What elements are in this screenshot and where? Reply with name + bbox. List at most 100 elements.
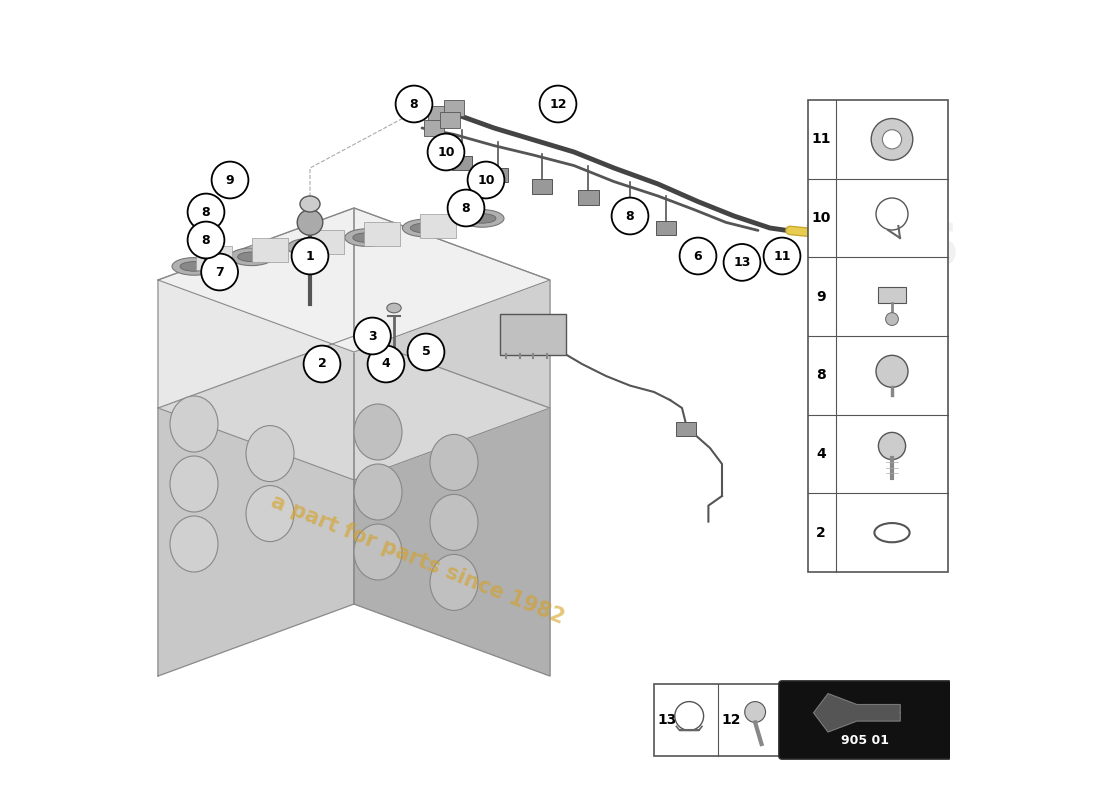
Circle shape <box>448 190 484 226</box>
Circle shape <box>201 254 238 290</box>
Ellipse shape <box>238 252 265 262</box>
Ellipse shape <box>300 196 320 212</box>
Circle shape <box>297 210 322 235</box>
Bar <box>452 156 472 170</box>
Text: 6: 6 <box>694 250 702 262</box>
Circle shape <box>188 194 224 230</box>
Bar <box>252 238 287 262</box>
Ellipse shape <box>172 258 216 275</box>
Polygon shape <box>158 336 354 676</box>
Text: 5: 5 <box>421 346 430 358</box>
Ellipse shape <box>180 262 208 271</box>
Text: 11: 11 <box>773 250 791 262</box>
FancyBboxPatch shape <box>779 681 952 759</box>
Ellipse shape <box>430 434 478 490</box>
Polygon shape <box>814 694 900 732</box>
Text: 13: 13 <box>734 256 750 269</box>
FancyBboxPatch shape <box>500 314 566 355</box>
Bar <box>676 422 696 436</box>
Text: EL: EL <box>815 115 892 173</box>
Circle shape <box>763 238 801 274</box>
Text: PS: PS <box>876 219 960 277</box>
Bar <box>807 100 948 572</box>
Bar <box>420 214 455 238</box>
Ellipse shape <box>170 396 218 452</box>
Ellipse shape <box>246 426 294 482</box>
Circle shape <box>882 130 902 149</box>
Circle shape <box>188 222 224 258</box>
Text: 13: 13 <box>658 713 678 727</box>
Circle shape <box>612 198 648 234</box>
Text: 8: 8 <box>201 234 210 246</box>
Ellipse shape <box>354 464 402 520</box>
Text: 12: 12 <box>722 713 741 727</box>
Bar <box>411 100 432 116</box>
Ellipse shape <box>344 229 388 246</box>
Bar <box>531 179 552 194</box>
Bar <box>364 222 399 246</box>
Ellipse shape <box>354 404 402 460</box>
Bar <box>428 106 449 122</box>
Polygon shape <box>205 258 225 282</box>
Circle shape <box>468 162 505 198</box>
Ellipse shape <box>287 238 331 256</box>
Text: 1: 1 <box>306 250 315 262</box>
Bar <box>308 230 343 254</box>
Circle shape <box>408 334 444 370</box>
Text: 8: 8 <box>409 98 418 110</box>
Ellipse shape <box>353 233 381 242</box>
Bar <box>487 168 508 182</box>
Ellipse shape <box>230 248 274 266</box>
Polygon shape <box>158 208 354 408</box>
Bar <box>443 100 464 116</box>
Ellipse shape <box>354 524 402 580</box>
Ellipse shape <box>387 303 402 313</box>
Circle shape <box>886 313 899 326</box>
Text: a part for parts since 1982: a part for parts since 1982 <box>268 492 568 628</box>
Circle shape <box>292 238 329 274</box>
Ellipse shape <box>874 523 910 542</box>
Text: 8: 8 <box>816 368 826 382</box>
Bar <box>440 112 461 128</box>
Circle shape <box>211 162 249 198</box>
Text: 7: 7 <box>216 266 224 278</box>
Circle shape <box>876 355 907 387</box>
Circle shape <box>724 244 760 281</box>
Bar <box>878 287 906 303</box>
Circle shape <box>367 346 405 382</box>
Text: 3: 3 <box>368 330 376 342</box>
Ellipse shape <box>410 223 439 233</box>
Text: SS: SS <box>845 167 927 225</box>
Ellipse shape <box>170 516 218 572</box>
Ellipse shape <box>403 219 447 237</box>
Text: 4: 4 <box>382 358 390 370</box>
Polygon shape <box>158 208 550 352</box>
Polygon shape <box>354 208 550 408</box>
Text: 10: 10 <box>812 211 830 225</box>
Bar <box>424 120 444 136</box>
Text: 8: 8 <box>201 206 210 218</box>
Text: 8: 8 <box>462 202 471 214</box>
Bar <box>656 221 676 235</box>
Polygon shape <box>158 336 550 480</box>
Circle shape <box>396 86 432 122</box>
Polygon shape <box>354 336 550 676</box>
Text: 12: 12 <box>549 98 566 110</box>
Circle shape <box>745 702 766 722</box>
Text: 10: 10 <box>438 146 454 158</box>
Ellipse shape <box>170 456 218 512</box>
Text: 8: 8 <box>626 210 635 222</box>
Text: 4: 4 <box>816 447 826 461</box>
Bar <box>578 190 598 205</box>
Circle shape <box>876 198 907 230</box>
Ellipse shape <box>295 242 323 252</box>
Bar <box>654 684 782 756</box>
Ellipse shape <box>460 210 504 227</box>
Circle shape <box>879 432 905 460</box>
Text: 2: 2 <box>816 526 826 540</box>
Ellipse shape <box>430 554 478 610</box>
Text: 9: 9 <box>226 174 234 186</box>
Text: 9: 9 <box>816 290 826 304</box>
Circle shape <box>304 346 340 382</box>
Bar <box>619 206 640 221</box>
